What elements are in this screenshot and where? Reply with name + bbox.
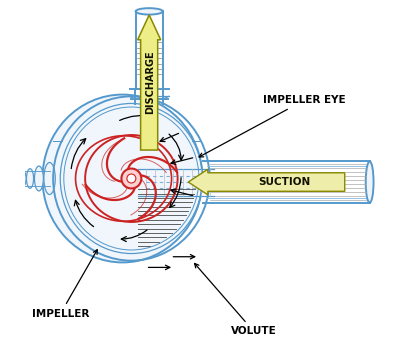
FancyArrow shape — [138, 15, 161, 150]
Ellipse shape — [43, 95, 202, 262]
Circle shape — [127, 174, 136, 183]
Text: VOLUTE: VOLUTE — [194, 263, 277, 336]
Ellipse shape — [26, 169, 34, 188]
Circle shape — [122, 169, 141, 188]
Ellipse shape — [20, 171, 26, 186]
Text: SUCTION: SUCTION — [258, 177, 310, 187]
FancyArrow shape — [188, 169, 345, 195]
Text: IMPELLER: IMPELLER — [32, 250, 97, 319]
Ellipse shape — [34, 166, 43, 191]
Text: IMPELLER EYE: IMPELLER EYE — [199, 95, 345, 157]
Ellipse shape — [136, 8, 163, 15]
Ellipse shape — [366, 161, 373, 203]
Ellipse shape — [44, 162, 55, 195]
Text: DISCHARGE: DISCHARGE — [145, 51, 155, 114]
